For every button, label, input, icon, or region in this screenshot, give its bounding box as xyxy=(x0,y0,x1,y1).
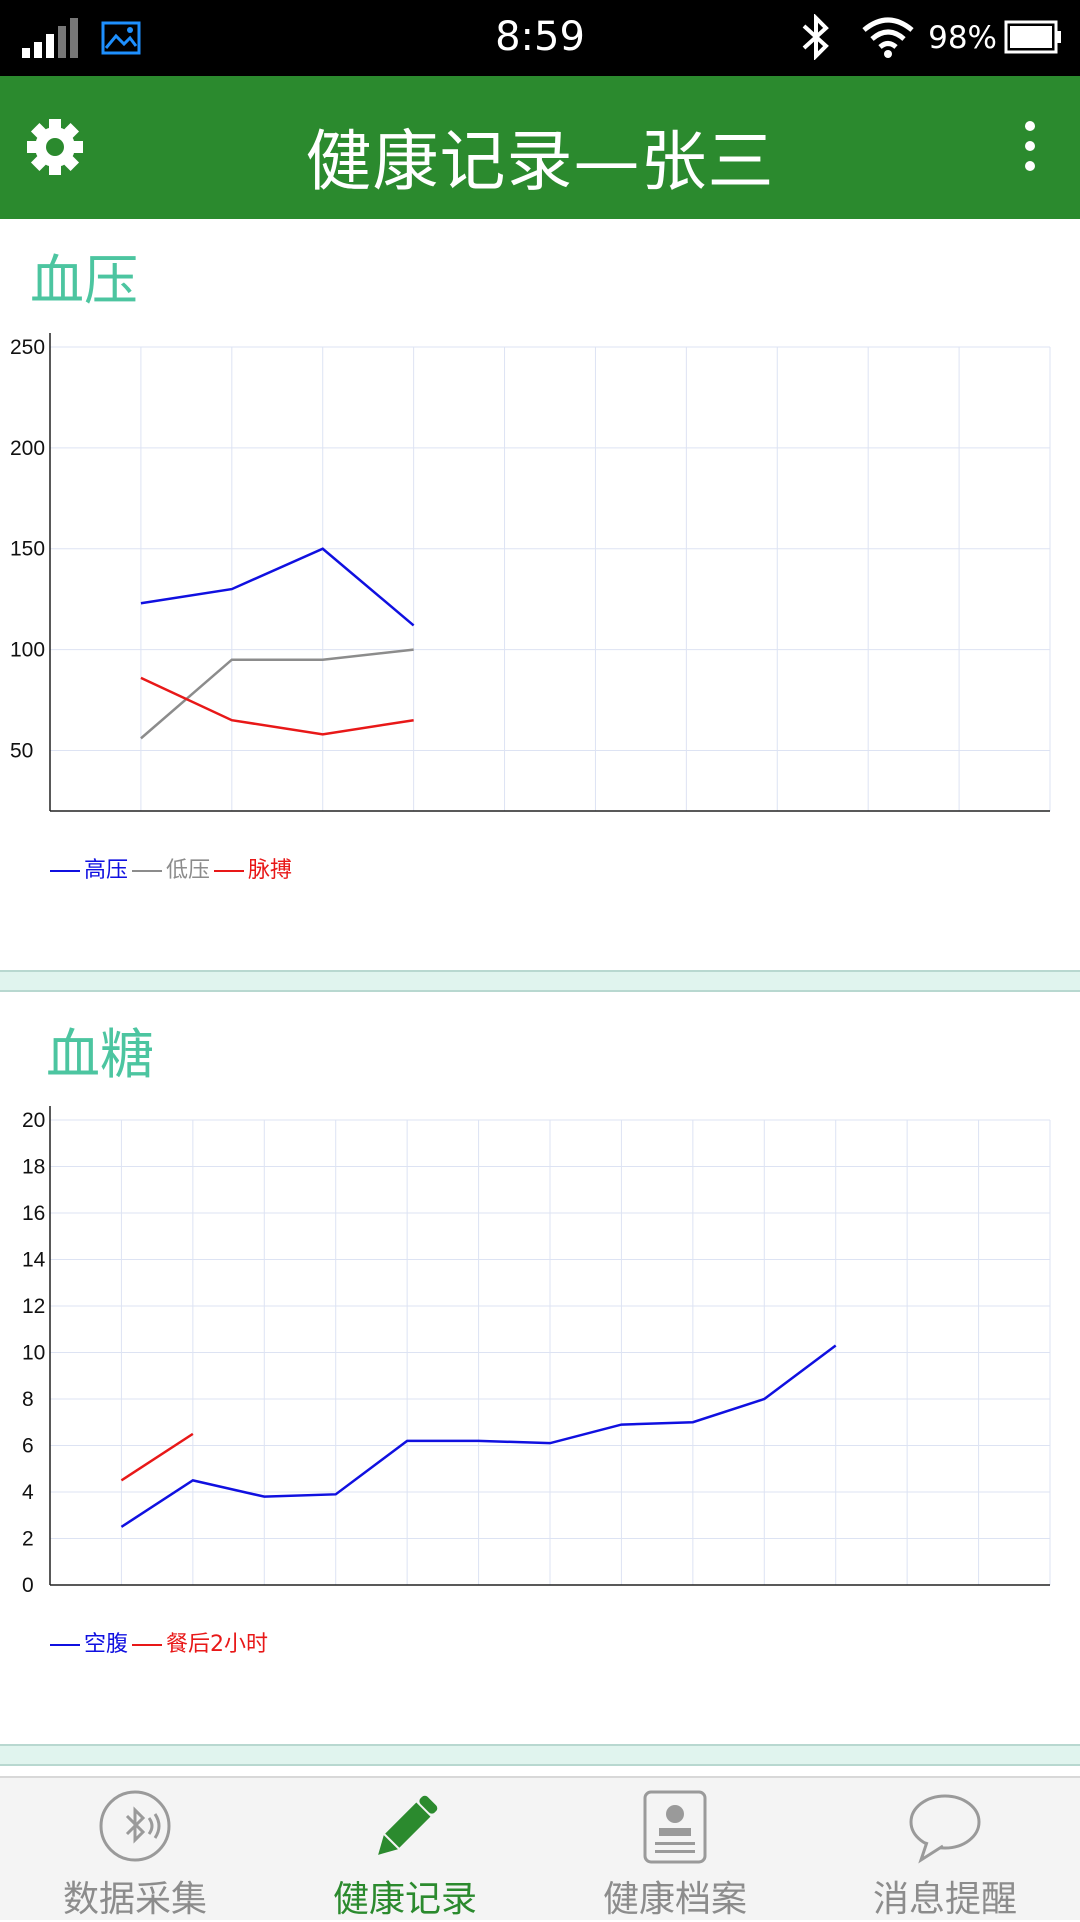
status-time: 8:59 xyxy=(495,14,585,60)
legend-item: 餐后2小时 xyxy=(132,1626,268,1658)
nav-label: 消息提醒 xyxy=(872,1879,1017,1920)
pencil-icon xyxy=(378,1795,438,1855)
legend-label: 脉搏 xyxy=(248,858,293,883)
signal-icon xyxy=(22,18,78,58)
series-line-低压 xyxy=(140,648,414,740)
profile-card-icon xyxy=(643,1790,707,1864)
nav-health-records[interactable]: 健康记录 xyxy=(270,1778,540,1922)
y-tick-label: 20 xyxy=(22,1109,45,1132)
legend-label: 餐后2小时 xyxy=(166,1632,269,1657)
blood-pressure-title: 血压 xyxy=(30,249,138,312)
blood-pressure-legend: 高压 低压 脉搏 xyxy=(50,852,296,884)
legend-swatch xyxy=(214,870,245,872)
nav-health-archive[interactable]: 健康档案 xyxy=(540,1778,810,1922)
series-line-餐后2小时 xyxy=(120,1432,194,1482)
page-title: 健康记录—张三 xyxy=(305,123,775,200)
y-tick-label: 100 xyxy=(10,639,45,662)
legend-swatch xyxy=(132,870,163,872)
legend-item: 空腹 xyxy=(50,1626,128,1658)
gear-icon[interactable] xyxy=(26,118,84,176)
y-tick-label: 200 xyxy=(10,437,45,460)
y-tick-label: 50 xyxy=(10,739,33,762)
legend-swatch xyxy=(50,870,80,872)
y-tick-label: 150 xyxy=(10,538,45,561)
nav-label: 健康档案 xyxy=(602,1879,747,1920)
blood-sugar-legend: 空腹 餐后2小时 xyxy=(50,1626,272,1658)
nav-label: 数据采集 xyxy=(62,1879,207,1920)
nav-message-reminder[interactable]: 消息提醒 xyxy=(810,1778,1080,1922)
legend-item: 高压 xyxy=(50,852,128,884)
series-line-高压 xyxy=(140,547,415,627)
status-bar: 8:59 98% xyxy=(0,0,1080,76)
more-options-icon[interactable] xyxy=(1020,120,1040,172)
legend-item: 脉搏 xyxy=(214,852,292,884)
chat-bubble-icon xyxy=(909,1794,981,1864)
series-line-空腹 xyxy=(120,1344,837,1528)
y-tick-label: 4 xyxy=(22,1481,34,1504)
series-line-脉搏 xyxy=(140,676,414,736)
blood-sugar-chart: 0 2 4 6 8 10 12 14 16 18 20 xyxy=(22,1106,1051,1594)
legend-swatch xyxy=(50,1644,80,1646)
section-divider xyxy=(0,970,1080,992)
y-tick-label: 18 xyxy=(22,1156,45,1179)
battery-percent: 98% xyxy=(928,20,997,56)
legend-label: 低压 xyxy=(166,858,211,883)
y-tick-label: 10 xyxy=(22,1342,45,1365)
blood-pressure-chart: 50 100 150 200 250 xyxy=(10,333,1051,812)
battery-icon xyxy=(1004,20,1061,54)
legend-item: 低压 xyxy=(132,852,210,884)
bottom-navigation: 数据采集 健康记录 健康档案 消息提醒 xyxy=(0,1776,1080,1920)
wifi-icon xyxy=(862,17,914,58)
blood-sugar-title: 血糖 xyxy=(46,1023,154,1086)
legend-label: 高压 xyxy=(84,858,129,883)
y-tick-label: 16 xyxy=(22,1202,45,1225)
y-tick-label: 250 xyxy=(10,336,45,359)
y-tick-label: 2 xyxy=(22,1528,34,1551)
y-tick-label: 8 xyxy=(22,1388,34,1411)
legend-swatch xyxy=(132,1644,163,1646)
nav-data-collection[interactable]: 数据采集 xyxy=(0,1778,270,1922)
legend-label: 空腹 xyxy=(84,1632,129,1657)
y-tick-label: 14 xyxy=(22,1249,46,1272)
y-tick-label: 12 xyxy=(22,1295,45,1318)
image-notification-icon xyxy=(101,21,141,55)
y-tick-label: 0 xyxy=(22,1574,34,1594)
bluetooth-icon xyxy=(802,14,829,60)
app-bar: 健康记录—张三 xyxy=(0,76,1080,219)
bluetooth-bubble-icon xyxy=(99,1790,171,1862)
y-tick-label: 6 xyxy=(22,1435,34,1458)
section-divider xyxy=(0,1744,1080,1766)
nav-label: 健康记录 xyxy=(332,1879,477,1920)
